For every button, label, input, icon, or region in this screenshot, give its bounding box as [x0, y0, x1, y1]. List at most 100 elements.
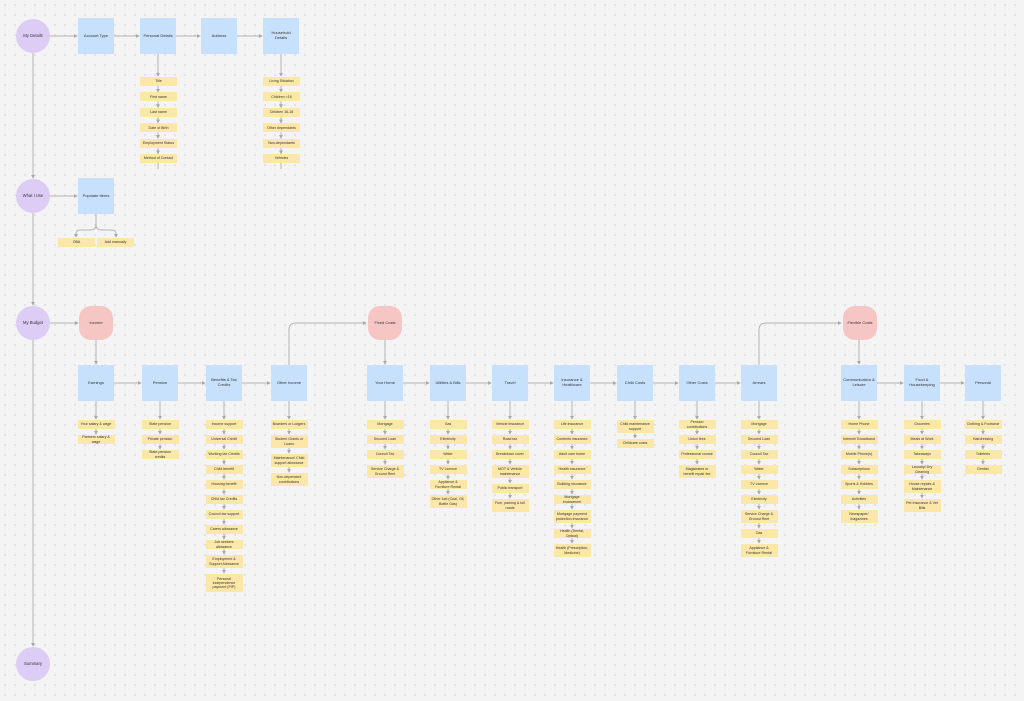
budget-item[interactable]: Health (Dental, Optical)	[553, 529, 591, 538]
budget-item[interactable]: House repairs & Maintenance	[903, 480, 941, 493]
budget-category-box[interactable]: Food & Housekeeping	[904, 365, 940, 401]
budget-item[interactable]: Fuel, parking & toll roads	[491, 499, 529, 512]
budget-item[interactable]: Mortgage	[366, 420, 404, 429]
budget-item[interactable]: Income support	[205, 420, 243, 429]
account-type-box[interactable]: Account Type	[78, 18, 114, 54]
oba-option[interactable]: OBA	[58, 238, 95, 247]
budget-item[interactable]: Electricity	[429, 435, 467, 444]
budget-category-box[interactable]: Pension	[142, 365, 178, 401]
budget-item[interactable]: Laundry/ Dry Cleaning	[903, 465, 941, 474]
budget-item[interactable]: Groceries	[903, 420, 941, 429]
personal-details-box[interactable]: Personal Details	[140, 18, 176, 54]
budget-item[interactable]: TV Licence	[429, 465, 467, 474]
budget-item[interactable]: Carers allowance	[205, 525, 243, 534]
budget-item[interactable]: Gas	[429, 420, 467, 429]
budget-item[interactable]: Private pension	[141, 435, 179, 444]
budget-item[interactable]: Toiletries	[964, 450, 1002, 459]
budget-item[interactable]: Magistrates or benefit repair fee	[678, 465, 716, 478]
budget-item[interactable]: Home Phone	[840, 420, 878, 429]
my-budget-node[interactable]: My Budget	[16, 306, 50, 340]
budget-category-box[interactable]: Other Costs	[679, 365, 715, 401]
budget-category-box[interactable]: Child Costs	[617, 365, 653, 401]
budget-item[interactable]: Appliance & Furniture Rental	[740, 544, 778, 557]
budget-item[interactable]: Boarders or Lodgers	[270, 420, 308, 429]
populate-items-box[interactable]: Populate Items	[78, 178, 114, 214]
budget-item[interactable]: Non-dependent contributions	[270, 473, 308, 486]
fixed-costs-group-node[interactable]: Fixed Costs	[368, 306, 402, 340]
budget-category-box[interactable]: Benefits & Tax Credits	[206, 365, 242, 401]
personal-item[interactable]: Last name	[140, 107, 177, 117]
budget-item[interactable]: Your salary & wage	[77, 420, 115, 429]
budget-item[interactable]: Mortgage endowment	[553, 495, 591, 504]
budget-item[interactable]: Appliance & Furniture Rental	[429, 480, 467, 489]
budget-item[interactable]: Road tax	[491, 435, 529, 444]
budget-item[interactable]: MOT & Vehicle maintenance	[491, 465, 529, 478]
budget-item[interactable]: Life insurance	[553, 420, 591, 429]
budget-item[interactable]: Council Tax	[740, 450, 778, 459]
budget-category-box[interactable]: Communication & Leisure	[841, 365, 877, 401]
budget-item[interactable]: Employment & Support Allowance	[205, 555, 243, 568]
budget-item[interactable]: Gas	[740, 529, 778, 538]
income-group-node[interactable]: Income	[79, 306, 113, 340]
budget-category-box[interactable]: Travel	[492, 365, 528, 401]
budget-item[interactable]: State pension credits	[141, 450, 179, 459]
budget-item[interactable]: Meals at Work	[903, 435, 941, 444]
budget-item[interactable]: Personal independence payment (PIP)	[205, 574, 243, 592]
what-i-use-node[interactable]: What I Use	[16, 179, 50, 213]
budget-item[interactable]: Takeaways	[903, 450, 941, 459]
budget-item[interactable]: Pet Insurance & Vet Bills	[903, 499, 941, 512]
personal-item[interactable]: Date of Birth	[140, 123, 177, 133]
budget-item[interactable]: Electricity	[740, 495, 778, 504]
budget-item[interactable]: Subscriptions	[840, 465, 878, 474]
budget-item[interactable]: Working tax Credits	[205, 450, 243, 459]
flexible-costs-group-node[interactable]: Flexible Costs	[843, 306, 877, 340]
household-details-box[interactable]: Household Details	[263, 18, 299, 54]
budget-item[interactable]: Housing benefit	[205, 480, 243, 489]
budget-item[interactable]: Mortgage payment protection insurance	[553, 510, 591, 523]
budget-item[interactable]: Activities	[840, 495, 878, 504]
budget-item[interactable]: Secured Loan	[366, 435, 404, 444]
budget-item[interactable]: Hairdressing	[964, 435, 1002, 444]
personal-item[interactable]: Title	[140, 77, 177, 86]
budget-item[interactable]: Child tax Credits	[205, 495, 243, 504]
budget-item[interactable]: Dentist	[964, 465, 1002, 474]
budget-item[interactable]: Vehicle insurance	[491, 420, 529, 429]
budget-item[interactable]: Breakdown cover	[491, 450, 529, 459]
add-manually-option[interactable]: Add manually	[97, 238, 134, 247]
budget-item[interactable]: Service Charge & Ground Rent	[366, 465, 404, 478]
budget-item[interactable]: Health insurance	[553, 465, 591, 474]
budget-item[interactable]: Sports & Hobbies	[840, 480, 878, 489]
budget-item[interactable]: Clothing & Footwear	[964, 420, 1002, 429]
household-item[interactable]: Children <16	[263, 92, 300, 102]
budget-item[interactable]: Newspaper/ magazines	[840, 510, 878, 523]
budget-item[interactable]: Public transport	[491, 484, 529, 493]
budget-item[interactable]: Water	[429, 450, 467, 459]
budget-item[interactable]: Mortgage	[740, 420, 778, 429]
budget-item[interactable]: Building insurance	[553, 480, 591, 489]
personal-item[interactable]: Method of Contact	[140, 154, 177, 163]
budget-item[interactable]: Council tax support	[205, 510, 243, 519]
budget-item[interactable]: Childcare costs	[616, 439, 654, 448]
budget-category-box[interactable]: Arrears	[741, 365, 777, 401]
budget-item[interactable]: Professional course	[678, 450, 716, 459]
address-box[interactable]: Address	[201, 18, 237, 54]
my-details-node[interactable]: My Details	[16, 19, 50, 53]
budget-category-box[interactable]: Earnings	[78, 365, 114, 401]
budget-item[interactable]: Other fuel (Coal, Oil, Bottle Gas)	[429, 495, 467, 508]
budget-item[interactable]: Pension contributions	[678, 420, 716, 429]
budget-item[interactable]: Health (Prescription, Medicine)	[553, 544, 591, 557]
budget-item[interactable]: Partners salary & wage	[77, 435, 115, 444]
budget-item[interactable]: Secured Loan	[740, 435, 778, 444]
budget-item[interactable]: Universal Credit	[205, 435, 243, 444]
household-item[interactable]: Living Situation	[263, 77, 300, 86]
budget-item[interactable]: Adult care home	[553, 450, 591, 459]
personal-item[interactable]: First name	[140, 92, 177, 102]
household-item[interactable]: Other dependants	[263, 123, 300, 133]
budget-item[interactable]: Contents insurance	[553, 435, 591, 444]
budget-item[interactable]: Child benefit	[205, 465, 243, 474]
budget-item[interactable]: Student Grants or Loans	[270, 435, 308, 448]
budget-category-box[interactable]: Insurance & Healthcare	[554, 365, 590, 401]
budget-item[interactable]: Service Charge & Ground Rent	[740, 510, 778, 523]
budget-item[interactable]: State pension	[141, 420, 179, 429]
household-item[interactable]: Vehicles	[263, 154, 300, 163]
